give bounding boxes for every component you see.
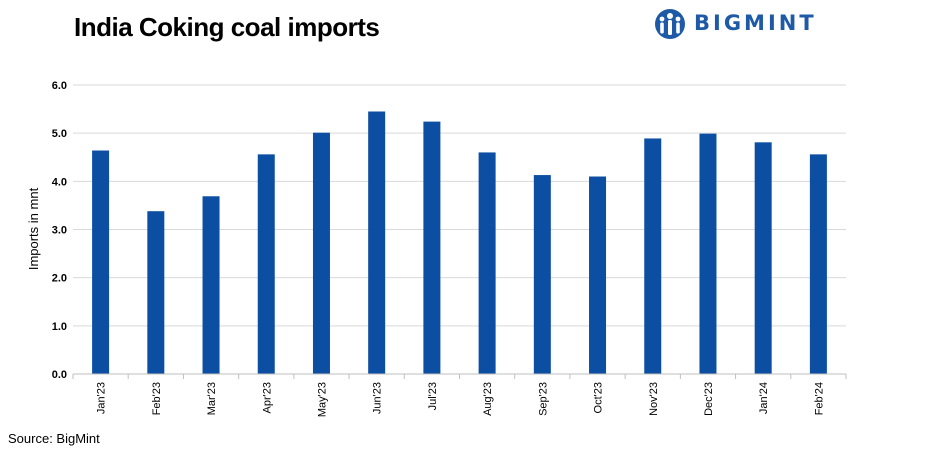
bar-chart: 0.0 1.0 2.0 3.0 4.0 5.0 6.0 Jan'23 Feb'23 Mar'23… (26, 80, 847, 417)
bar (202, 196, 220, 374)
x-tick-label: Aug'23 (482, 382, 494, 416)
x-tick-label: Sep'23 (537, 382, 549, 416)
bar (478, 152, 496, 374)
grid-lines (73, 84, 846, 327)
y-tick-label: 2.0 (52, 273, 67, 285)
x-tick-label: Jan'24 (758, 382, 770, 414)
bar (809, 154, 827, 374)
bar (533, 175, 551, 374)
x-tick-label: May'23 (316, 382, 328, 417)
x-tick-label: Jan'23 (96, 382, 108, 414)
bar (754, 142, 772, 374)
x-tick-label: Feb'24 (813, 382, 825, 415)
x-tick-label: Nov'23 (648, 382, 660, 416)
x-tick-label: Mar'23 (206, 382, 218, 415)
y-tick-label: 3.0 (52, 225, 67, 237)
x-tick-label: Jul'23 (427, 382, 439, 410)
bar (589, 176, 607, 374)
x-tick-label: Feb'23 (151, 382, 163, 415)
y-tick-label: 5.0 (52, 128, 67, 140)
y-tick-label: 4.0 (52, 176, 67, 188)
bar (644, 138, 662, 374)
x-tick-label: Jun'23 (372, 382, 384, 414)
bar (312, 132, 330, 374)
x-tick-label: Oct'23 (593, 382, 605, 413)
bar (699, 133, 717, 374)
x-tick-label: Dec'23 (703, 382, 715, 416)
y-tick-label: 6.0 (52, 80, 67, 92)
y-axis-label: Imports in mnt (26, 187, 41, 270)
axes (72, 373, 847, 379)
y-tick-labels: 0.0 1.0 2.0 3.0 4.0 5.0 6.0 (52, 80, 67, 381)
y-tick-label: 0.0 (52, 369, 67, 381)
y-tick-label: 1.0 (52, 321, 67, 333)
bar (368, 111, 386, 374)
bar (147, 211, 165, 374)
x-tick-label: Apr'23 (261, 382, 273, 413)
bar (92, 150, 110, 374)
bars (92, 111, 827, 375)
chart-title: India Coking coal imports (74, 12, 380, 42)
bar (423, 121, 441, 375)
brand-logo: BIGMINT (652, 8, 852, 40)
brand-name: BIGMINT (694, 11, 817, 35)
bar (257, 154, 275, 374)
bigmint-logo-icon (655, 9, 685, 39)
x-tick-labels: Jan'23 Feb'23 Mar'23 Apr'23 May'23 Jun'23 Jul'… (96, 382, 826, 417)
source-note: Source: BigMint (8, 431, 100, 446)
